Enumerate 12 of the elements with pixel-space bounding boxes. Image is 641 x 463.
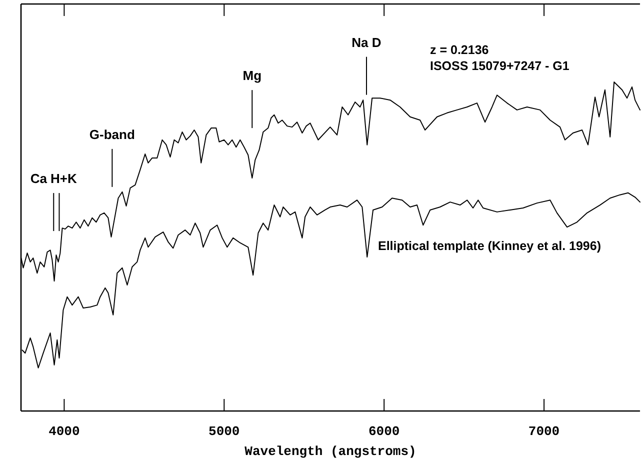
x-tick-label: 4000: [48, 424, 80, 439]
text: ISOSS 15079+7247 - G1: [430, 59, 570, 73]
series-label: Elliptical template (Kinney et al. 1996): [378, 239, 601, 253]
x-tick-label: 6000: [368, 424, 400, 439]
x-axis-title: Wavelength (angstroms): [244, 444, 416, 459]
ref-line-label: Ca H+K: [30, 171, 78, 186]
x-tick-label: 7000: [528, 424, 560, 439]
x-tick-label: 5000: [208, 424, 240, 439]
ref-line-label: G-band: [89, 126, 135, 142]
ref-line-label: Na D: [352, 34, 382, 50]
ref-line-label: Mg: [242, 68, 262, 84]
text: z = 0.2136: [430, 43, 489, 57]
